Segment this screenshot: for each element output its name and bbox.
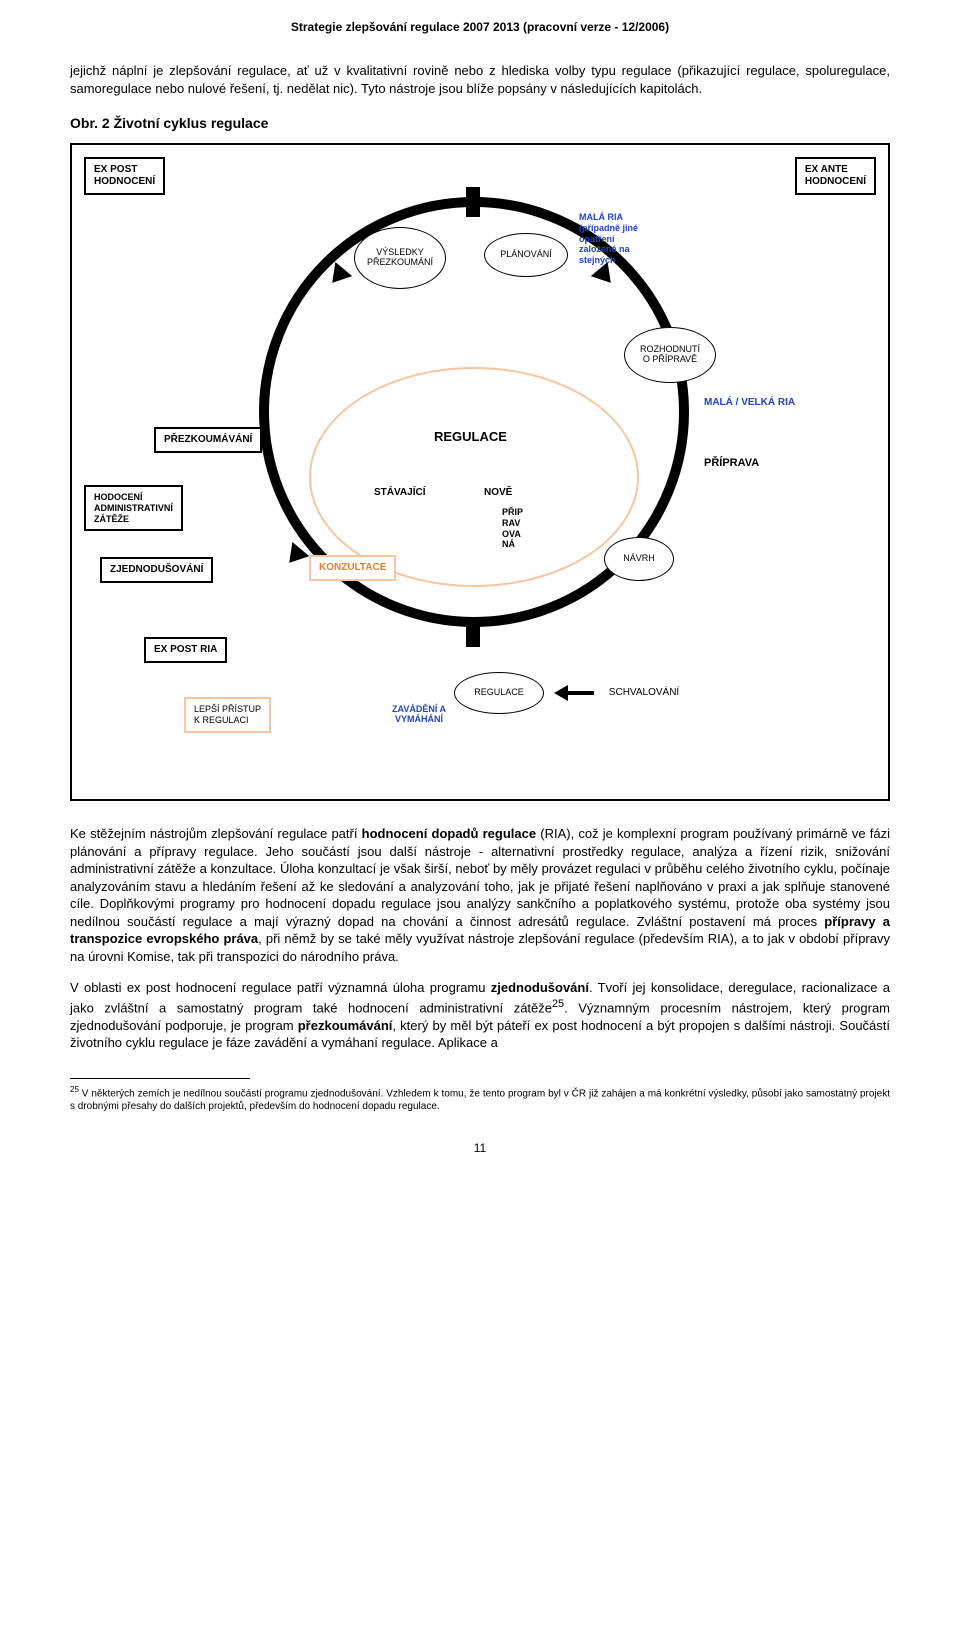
- zjednodusovani-box: ZJEDNODUŠOVÁNÍ: [100, 557, 213, 583]
- ex-ante-box: EX ANTE HODNOCENÍ: [795, 157, 876, 195]
- lifecycle-diagram: EX POST HODNOCENÍ EX ANTE HODNOCENÍ VÝSL…: [84, 157, 876, 787]
- vysledky-node: VÝSLEDKY PŘEZKOUMÁNÍ: [354, 227, 446, 289]
- mala-velka-ria-label: MALÁ / VELKÁ RIA: [704, 397, 795, 409]
- bottom-line-1: [566, 691, 594, 695]
- p3a: V oblasti ex post hodnocení regulace pat…: [70, 980, 491, 995]
- tick-top: [466, 187, 480, 217]
- p3b: zjednodušování: [491, 980, 589, 995]
- ring-arrow-4: [281, 542, 309, 570]
- regulace-small-node: REGULACE: [454, 672, 544, 714]
- diagram-container: EX POST HODNOCENÍ EX ANTE HODNOCENÍ VÝSL…: [70, 143, 890, 801]
- footnote-text: V některých zemích je nedílnou součástí …: [70, 1088, 890, 1112]
- schvalovani-node: SCHVALOVÁNÍ: [594, 672, 694, 712]
- page-number: 11: [70, 1141, 890, 1155]
- intro-paragraph: jejichž náplní je zlepšování regulace, a…: [70, 62, 890, 97]
- p2a: Ke stěžejním nástrojům zlepšování regula…: [70, 826, 362, 841]
- figure-caption: Obr. 2 Životní cyklus regulace: [70, 115, 890, 131]
- prezkoumavani-box: PŘEZKOUMÁVÁNÍ: [154, 427, 262, 453]
- footnote-separator: [70, 1078, 250, 1079]
- p2b: hodnocení dopadů regulace: [362, 826, 536, 841]
- pripravovana-label: PŘIP RAV OVA NÁ: [502, 507, 523, 550]
- priprava-label: PŘÍPRAVA: [704, 457, 759, 470]
- nove-label: NOVĚ: [484, 487, 512, 499]
- zavadeni-node: ZAVÁDĚNÍ A VYMÁHÁNÍ: [374, 687, 464, 743]
- footnote-num: 25: [70, 1085, 79, 1094]
- footnote-25: 25 V některých zemích je nedílnou součás…: [70, 1085, 890, 1113]
- stavajici-label: STÁVAJÍCÍ: [374, 487, 426, 499]
- page-header: Strategie zlepšování regulace 2007 2013 …: [70, 20, 890, 34]
- p3sup: 25: [552, 998, 564, 1010]
- p3e: přezkoumávání: [298, 1018, 393, 1033]
- navrh-node: NÁVRH: [604, 537, 674, 581]
- ex-post-box: EX POST HODNOCENÍ: [84, 157, 165, 195]
- konzultace-box: KONZULTACE: [309, 555, 396, 581]
- tick-bottom: [466, 617, 480, 647]
- para-3: V oblasti ex post hodnocení regulace pat…: [70, 979, 890, 1052]
- planovani-node: PLÁNOVÁNÍ: [484, 233, 568, 277]
- ex-post-ria-box: EX POST RIA: [144, 637, 227, 663]
- para-2: Ke stěžejním nástrojům zlepšování regula…: [70, 825, 890, 965]
- lepsi-pristup-box: LEPŠÍ PŘÍSTUP K REGULACI: [184, 697, 271, 733]
- inner-ellipse: [309, 367, 639, 587]
- mala-ria-label: MALÁ RIA (případně jiné opatření založen…: [579, 212, 638, 266]
- rozhodnuti-node: ROZHODNUTÍ O PŘÍPRAVĚ: [624, 327, 716, 383]
- regulace-center-label: REGULACE: [434, 429, 507, 445]
- hodoceni-admin-box: HODOCENÍ ADMINISTRATIVNÍ ZÁTĚŽE: [84, 485, 183, 531]
- p2c: (RIA), což je komplexní program používan…: [70, 826, 890, 929]
